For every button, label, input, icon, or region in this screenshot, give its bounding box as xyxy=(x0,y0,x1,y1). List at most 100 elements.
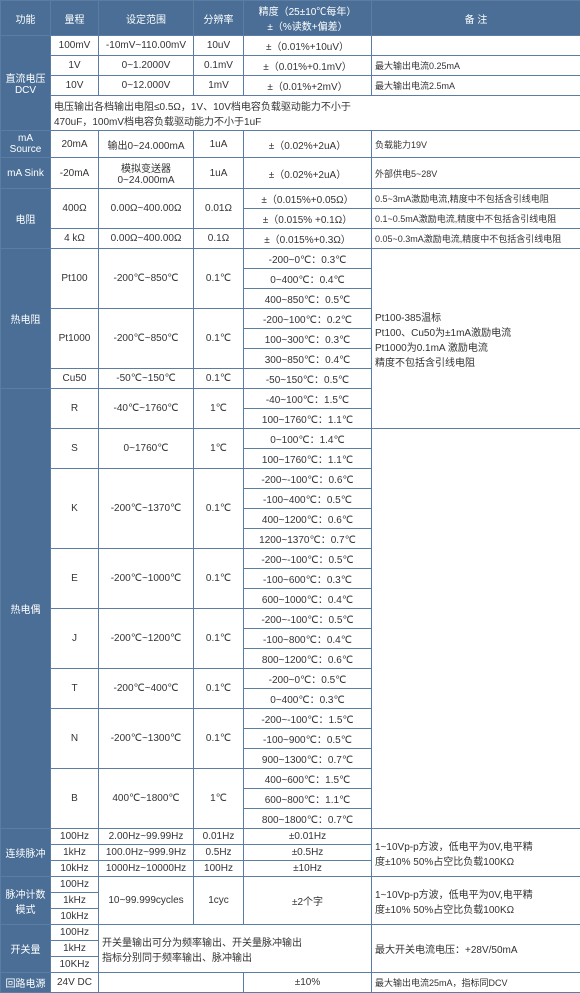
accuracy: ±0.5Hz xyxy=(244,845,372,861)
range: 10kHz xyxy=(51,909,99,925)
accuracy: 800~1800℃：0.7℃ xyxy=(244,809,372,829)
accuracy: -40~100℃：1.5℃ xyxy=(244,389,372,409)
set-range: 10~99.999cycles xyxy=(99,877,194,925)
accuracy: -200~0℃：0.5℃ xyxy=(244,669,372,689)
accuracy: -50~150℃：0.5℃ xyxy=(244,369,372,389)
set-range: -200℃~850℃ xyxy=(99,249,194,309)
set-range: 0~12.000V xyxy=(99,76,194,96)
range: R xyxy=(51,389,99,429)
accuracy: -100~900℃：0.5℃ xyxy=(244,729,372,749)
range: 100mV xyxy=(51,36,99,56)
set-range: 输出0~24.000mA xyxy=(99,131,194,158)
col-header: 分辨率 xyxy=(194,1,244,36)
resolution: 0.01Ω xyxy=(194,189,244,229)
section-name: mA Source xyxy=(1,131,51,158)
accuracy: 400~600℃：1.5℃ xyxy=(244,769,372,789)
set-range: -200℃~1000℃ xyxy=(99,549,194,609)
set-range: -200℃~1200℃ xyxy=(99,609,194,669)
accuracy: -200~0℃：0.3℃ xyxy=(244,249,372,269)
range: 100Hz xyxy=(51,877,99,893)
set-range: 100.0Hz~999.9Hz xyxy=(99,845,194,861)
resolution: 0.1℃ xyxy=(194,709,244,769)
col-header: 精度（25±10℃每年）±（%读数+偏差） xyxy=(244,1,372,36)
resolution: 0.1℃ xyxy=(194,469,244,549)
range: 20mA xyxy=(51,131,99,158)
set-range xyxy=(99,973,244,993)
resolution: 0.1℃ xyxy=(194,609,244,669)
range: Pt100 xyxy=(51,249,99,309)
section-name: 电阻 xyxy=(1,189,51,249)
accuracy: ±（0.015%+0.3Ω） xyxy=(244,229,372,249)
accuracy: -100~400℃：0.5℃ xyxy=(244,489,372,509)
range: N xyxy=(51,709,99,769)
col-header: 量程 xyxy=(51,1,99,36)
accuracy: 0~400℃：0.4℃ xyxy=(244,269,372,289)
resolution: 100Hz xyxy=(194,861,244,877)
accuracy: -200~-100℃：0.6℃ xyxy=(244,469,372,489)
resolution: 1uA xyxy=(194,158,244,189)
range: 10V xyxy=(51,76,99,96)
accuracy: 600~800℃：1.1℃ xyxy=(244,789,372,809)
remark: 1~10Vp-p方波，低电平为0V,电平精度±10% 50%占空比负载100KΩ xyxy=(372,829,580,877)
set-range: 1000Hz~10000Hz xyxy=(99,861,194,877)
accuracy: 800~1200℃：0.6℃ xyxy=(244,649,372,669)
accuracy: ±（0.015%+0.05Ω） xyxy=(244,189,372,209)
note-cell: 电压输出各档输出电阻≤0.5Ω，1V、10V档电容负载驱动能力不小于470uF，… xyxy=(51,96,580,131)
accuracy: 0~100℃：1.4℃ xyxy=(244,429,372,449)
resolution: 0.1℃ xyxy=(194,369,244,389)
remark: 外部供电5~28V xyxy=(372,158,580,189)
accuracy: ±（0.02%+2uA） xyxy=(244,131,372,158)
remark: Pt100-385温标Pt100、Cu50为±1mA激励电流Pt1000为0.1… xyxy=(372,249,580,429)
resolution: 1mV xyxy=(194,76,244,96)
range: J xyxy=(51,609,99,669)
range: B xyxy=(51,769,99,829)
remark: 最大输出电流2.5mA xyxy=(372,76,580,96)
section-name: 热电偶 xyxy=(1,389,51,829)
remark: 负载能力19V xyxy=(372,131,580,158)
range: E xyxy=(51,549,99,609)
set-range: -200℃~850℃ xyxy=(99,309,194,369)
accuracy: 400~1200℃：0.6℃ xyxy=(244,509,372,529)
remark: 0.05~0.3mA激励电流,精度中不包括含引线电阻 xyxy=(372,229,580,249)
section-name: 热电阻 xyxy=(1,249,51,389)
accuracy: 0~400℃：0.3℃ xyxy=(244,689,372,709)
section-name: 直流电压DCV xyxy=(1,36,51,131)
remark: 最大输出电流25mA，指标同DCV xyxy=(372,973,580,993)
section-name: 开关量 xyxy=(1,925,51,973)
accuracy: -200~-100℃：1.5℃ xyxy=(244,709,372,729)
accuracy: ±10Hz xyxy=(244,861,372,877)
resolution: 1℃ xyxy=(194,429,244,469)
set-range: 开关量输出可分为频率输出、开关量脉冲输出指标分别同于频率输出、脉冲输出 xyxy=(99,925,372,973)
set-range: -200℃~400℃ xyxy=(99,669,194,709)
set-range: -10mV~110.00mV xyxy=(99,36,194,56)
resolution: 0.1Ω xyxy=(194,229,244,249)
set-range: 0.00Ω~400.00Ω xyxy=(99,229,194,249)
accuracy: -200~100℃：0.2℃ xyxy=(244,309,372,329)
range: 1kHz xyxy=(51,845,99,861)
resolution: 1℃ xyxy=(194,769,244,829)
range: 100Hz xyxy=(51,925,99,941)
range: S xyxy=(51,429,99,469)
remark: 1~10Vp-p方波，低电平为0V,电平精度±10% 50%占空比负载100KΩ xyxy=(372,877,580,925)
set-range: 2.00Hz~99.99Hz xyxy=(99,829,194,845)
resolution: 0.1℃ xyxy=(194,309,244,369)
range: 4 kΩ xyxy=(51,229,99,249)
range: 1V xyxy=(51,56,99,76)
accuracy: ±（0.02%+2uA） xyxy=(244,158,372,189)
col-header: 设定范围 xyxy=(99,1,194,36)
accuracy: -100~600℃：0.3℃ xyxy=(244,569,372,589)
range: -20mA xyxy=(51,158,99,189)
range: 400Ω xyxy=(51,189,99,229)
accuracy: -200~-100℃：0.5℃ xyxy=(244,549,372,569)
set-range: -40℃~1760℃ xyxy=(99,389,194,429)
range: 10KHz xyxy=(51,957,99,973)
section-name: 回路电源 xyxy=(1,973,51,993)
set-range: 0~1.2000V xyxy=(99,56,194,76)
accuracy: ±（0.01%+0.1mV） xyxy=(244,56,372,76)
resolution: 1cyc xyxy=(194,877,244,925)
remark xyxy=(372,36,580,56)
accuracy: ±0.01Hz xyxy=(244,829,372,845)
section-name: 连续脉冲 xyxy=(1,829,51,877)
set-range: -200℃~1300℃ xyxy=(99,709,194,769)
set-range: -50℃~150℃ xyxy=(99,369,194,389)
